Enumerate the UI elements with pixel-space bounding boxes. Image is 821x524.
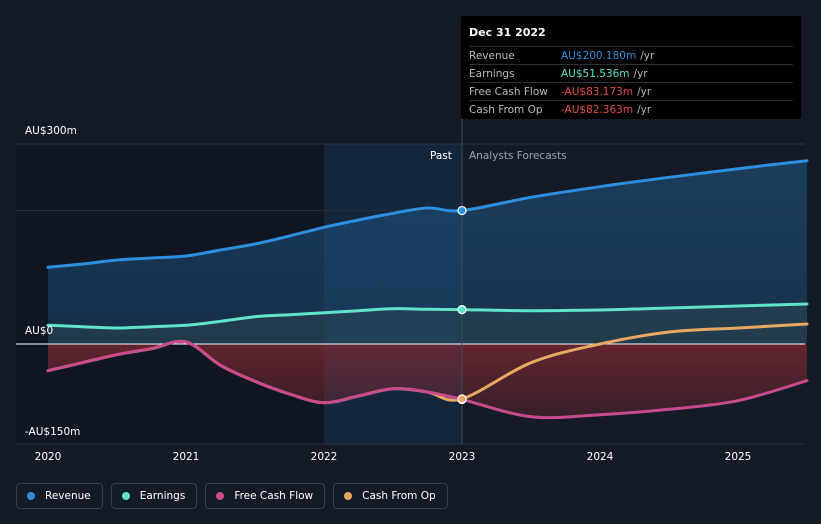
legend-item-earnings[interactable]: Earnings (110, 483, 198, 509)
legend-item-free-cash-flow[interactable]: Free Cash Flow (205, 483, 326, 509)
legend-dot-icon (344, 492, 353, 500)
data-point-revenue (457, 205, 467, 216)
tooltip-label: Cash From Op (469, 103, 543, 116)
series-line-revenue (46, 159, 809, 269)
tooltip-row-revenue: Revenue AU$200.180m /yr (469, 46, 793, 64)
x-tick-label: 2023 (448, 451, 476, 463)
x-tick-label: 2020 (34, 451, 62, 463)
y-tick-label-bottom: -AU$150m (25, 426, 81, 438)
y-tick-label-zero: AU$0 (25, 325, 54, 337)
tooltip-label: Free Cash Flow (469, 85, 548, 98)
tooltip-row-free-cash-flow: Free Cash Flow -AU$83.173m /yr (469, 82, 793, 100)
series-line-free-cash-flow (46, 339, 809, 420)
series-line-earnings (46, 302, 809, 330)
tooltip-value: AU$200.180m (561, 49, 637, 62)
data-tooltip: Dec 31 2022 Revenue AU$200.180m /yr Earn… (461, 16, 801, 119)
past-label: Past (430, 150, 452, 162)
tooltip-date: Dec 31 2022 (469, 26, 546, 39)
legend-item-cash-from-op[interactable]: Cash From Op (333, 483, 448, 509)
chart-legend: Revenue Earnings Free Cash Flow Cash Fro… (16, 483, 448, 509)
tooltip-unit: /yr (633, 67, 648, 80)
data-point-cash-from-op (457, 394, 467, 404)
legend-dot-icon (121, 492, 130, 500)
legend-label: Earnings (139, 490, 186, 502)
forecast-label: Analysts Forecasts (469, 150, 567, 162)
legend-label: Free Cash Flow (234, 490, 314, 502)
tooltip-value: -AU$82.363m (561, 103, 634, 116)
data-point-earnings (457, 305, 467, 315)
revenue-area (48, 160, 807, 344)
negative-area (48, 341, 807, 418)
y-tick-label-top: AU$300m (25, 125, 77, 137)
tooltip-row-cash-from-op: Cash From Op -AU$82.363m /yr (469, 100, 793, 118)
tooltip-label: Earnings (469, 67, 515, 80)
legend-item-revenue[interactable]: Revenue (16, 483, 103, 509)
earnings-area (48, 304, 807, 344)
tooltip-label: Revenue (469, 49, 515, 62)
legend-dot-icon (27, 492, 35, 500)
legend-label: Cash From Op (362, 490, 436, 502)
tooltip-value: -AU$83.173m (561, 85, 634, 98)
tooltip-row-earnings: Earnings AU$51.536m /yr (469, 64, 793, 82)
x-tick-label: 2024 (586, 451, 614, 463)
legend-dot-icon (216, 492, 225, 500)
x-tick-label: 2021 (172, 451, 200, 463)
tooltip-unit: /yr (640, 49, 655, 62)
x-tick-label: 2025 (724, 451, 752, 463)
legend-label: Revenue (45, 490, 91, 502)
x-tick-label: 2022 (310, 451, 338, 463)
tooltip-value: AU$51.536m (561, 67, 630, 80)
tooltip-unit: /yr (637, 85, 652, 98)
tooltip-unit: /yr (637, 103, 652, 116)
